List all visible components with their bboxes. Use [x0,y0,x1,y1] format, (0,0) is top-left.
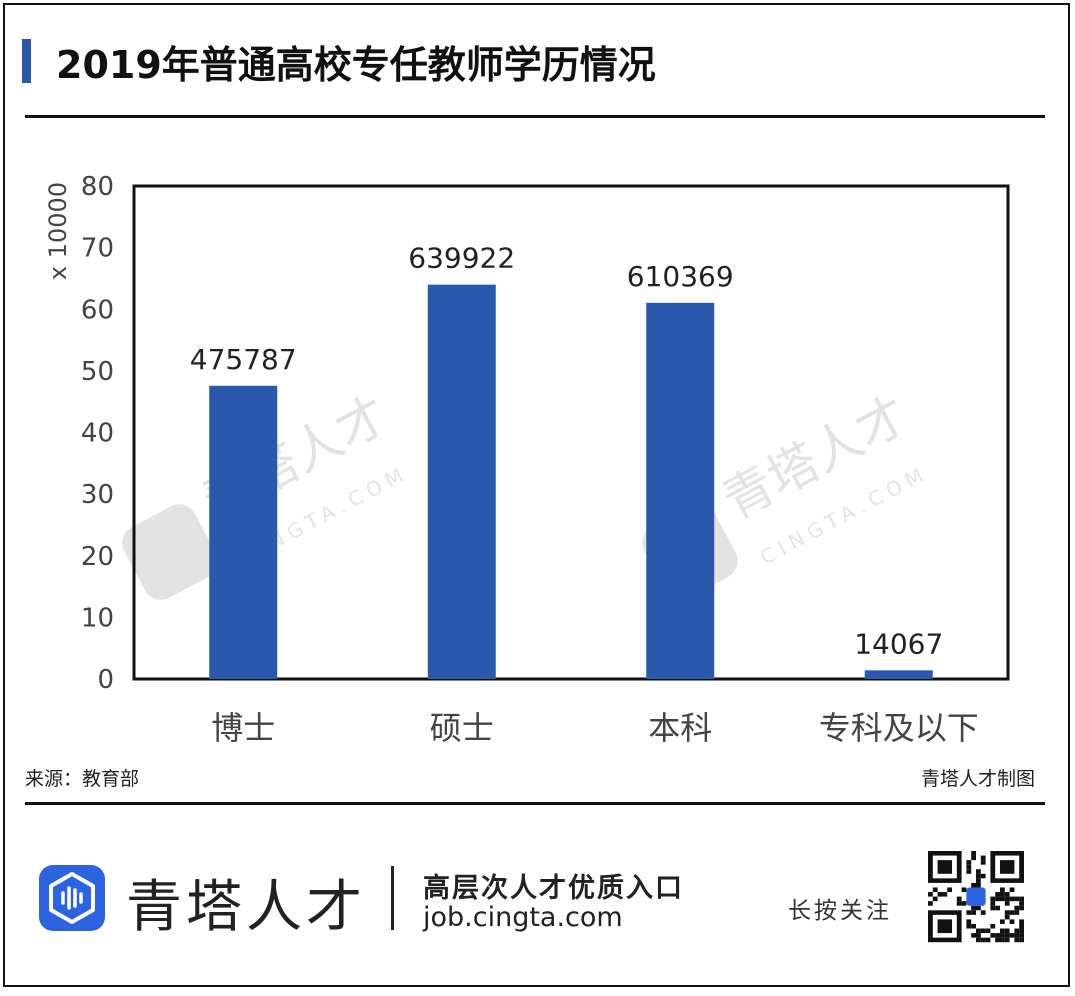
y-axis: 0 10 20 30 40 50 60 70 80 [81,172,114,695]
y-tick-label: 10 [81,603,114,633]
x-tick-label: 专科及以下 [819,709,979,747]
y-tick-label: 30 [81,480,114,510]
y-tick-label: 70 [81,234,114,264]
y-tick-label: 80 [81,172,114,202]
y-tick-label: 20 [81,542,114,572]
bar [646,302,715,679]
page-frame [3,3,1070,987]
x-tick-label: 本科 [648,709,712,747]
follow-prompt: 长按关注 [788,898,892,924]
y-tick-label: 0 [97,665,114,695]
title-accent-bar [22,39,31,83]
bar-value-label: 639922 [408,242,515,275]
footer-separator [391,866,394,930]
bar-value-label: 14067 [854,627,943,660]
watermark-text-right: 青塔人才 [713,385,917,530]
bar-value-label: 475787 [190,343,297,376]
bars [209,284,933,679]
page-title: 2019年普通高校专任教师学历情况 [56,43,656,87]
brand-name: 青塔人才 [126,875,366,940]
top-rule [25,115,1045,118]
data-labels: 475787 639922 610369 14067 [190,242,943,661]
bar [864,670,933,679]
y-tick-label: 40 [81,419,114,449]
bar-value-label: 610369 [627,260,734,293]
bar [427,284,496,679]
brand-slogan: 高层次人才优质入口 [423,873,684,904]
plot-border [132,184,1010,681]
bar [209,385,278,679]
source-note: 来源：教育部 [25,768,140,790]
y-axis-label: x 10000 [44,182,72,280]
y-tick-label: 60 [81,295,114,325]
x-tick-label: 博士 [211,709,275,747]
brand-url[interactable]: job.cingta.com [423,902,623,933]
cingta-logo-icon [39,865,105,931]
qr-code-icon[interactable] [926,851,1026,946]
x-axis: 博士 硕士 本科 专科及以下 [211,709,979,747]
x-tick-label: 硕士 [430,709,494,747]
bottom-rule [25,802,1045,805]
y-tick-label: 50 [81,357,114,387]
chart-credit: 青塔人才制图 [920,768,1035,790]
